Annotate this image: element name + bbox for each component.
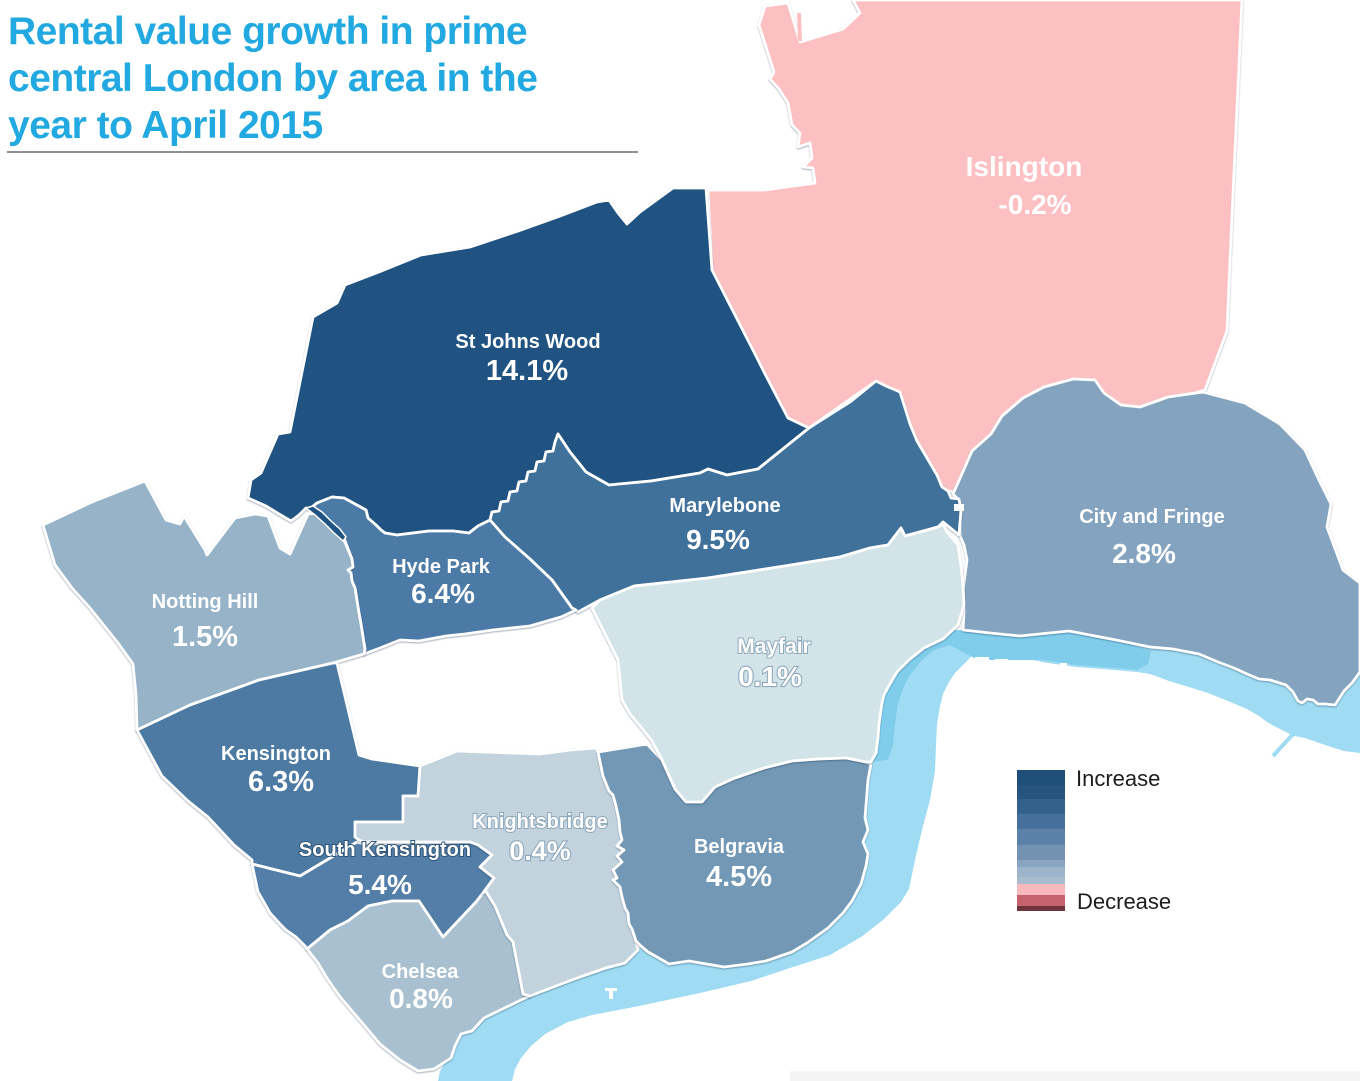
svg-text:Notting Hill: Notting Hill [152, 591, 259, 613]
svg-text:Decrease: Decrease [1077, 889, 1171, 914]
svg-text:6.4%: 6.4% [411, 578, 475, 609]
svg-text:Increase: Increase [1076, 766, 1160, 791]
svg-text:5.4%: 5.4% [348, 869, 412, 900]
svg-text:0.1%: 0.1% [738, 661, 802, 692]
svg-text:Knightsbridge: Knightsbridge [472, 811, 608, 833]
svg-text:Marylebone: Marylebone [669, 495, 780, 517]
svg-text:St Johns Wood: St Johns Wood [455, 331, 600, 353]
svg-text:Hyde Park: Hyde Park [392, 556, 491, 578]
svg-text:-0.2%: -0.2% [998, 189, 1071, 220]
svg-text:0.4%: 0.4% [509, 836, 571, 866]
svg-text:Chelsea: Chelsea [382, 961, 460, 983]
svg-text:2.8%: 2.8% [1112, 538, 1176, 569]
svg-text:Belgravia: Belgravia [694, 836, 785, 858]
svg-text:City and Fringe: City and Fringe [1079, 506, 1225, 528]
svg-text:0.8%: 0.8% [389, 983, 453, 1014]
svg-text:1.5%: 1.5% [172, 621, 238, 653]
svg-text:South Kensington: South Kensington [299, 839, 471, 861]
svg-text:Islington: Islington [966, 151, 1083, 182]
svg-text:14.1%: 14.1% [486, 355, 568, 387]
svg-text:9.5%: 9.5% [686, 524, 750, 555]
svg-text:4.5%: 4.5% [706, 861, 772, 893]
svg-text:Mayfair: Mayfair [737, 635, 811, 658]
svg-text:Kensington: Kensington [221, 743, 331, 765]
svg-text:6.3%: 6.3% [248, 766, 314, 798]
